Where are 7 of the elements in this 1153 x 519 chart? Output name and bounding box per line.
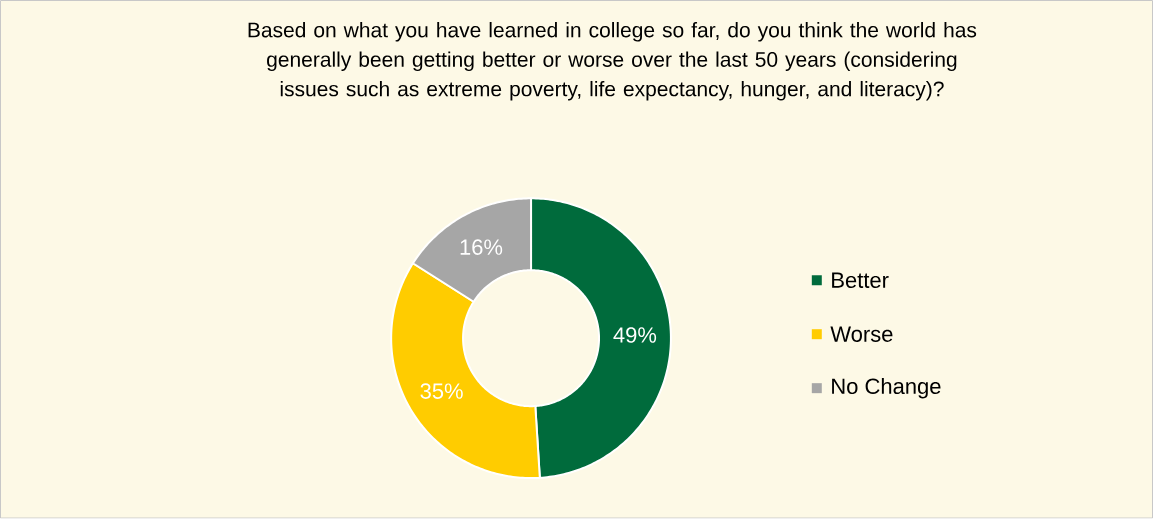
- data-label: 35%: [420, 383, 463, 400]
- data-label: 16%: [460, 239, 503, 256]
- chart-title: Based on what you have learned in college so far, do you think the world has generally been getting better or worse over the last 50 years (considering issues such as extreme poverty, life expectancy, hunger, and literacy)?: [248, 22, 977, 101]
- legend-label: Better: [832, 272, 889, 289]
- legend-label: Worse: [830, 326, 893, 343]
- legend-label: No Change: [832, 378, 941, 399]
- data-label: 49%: [613, 327, 657, 343]
